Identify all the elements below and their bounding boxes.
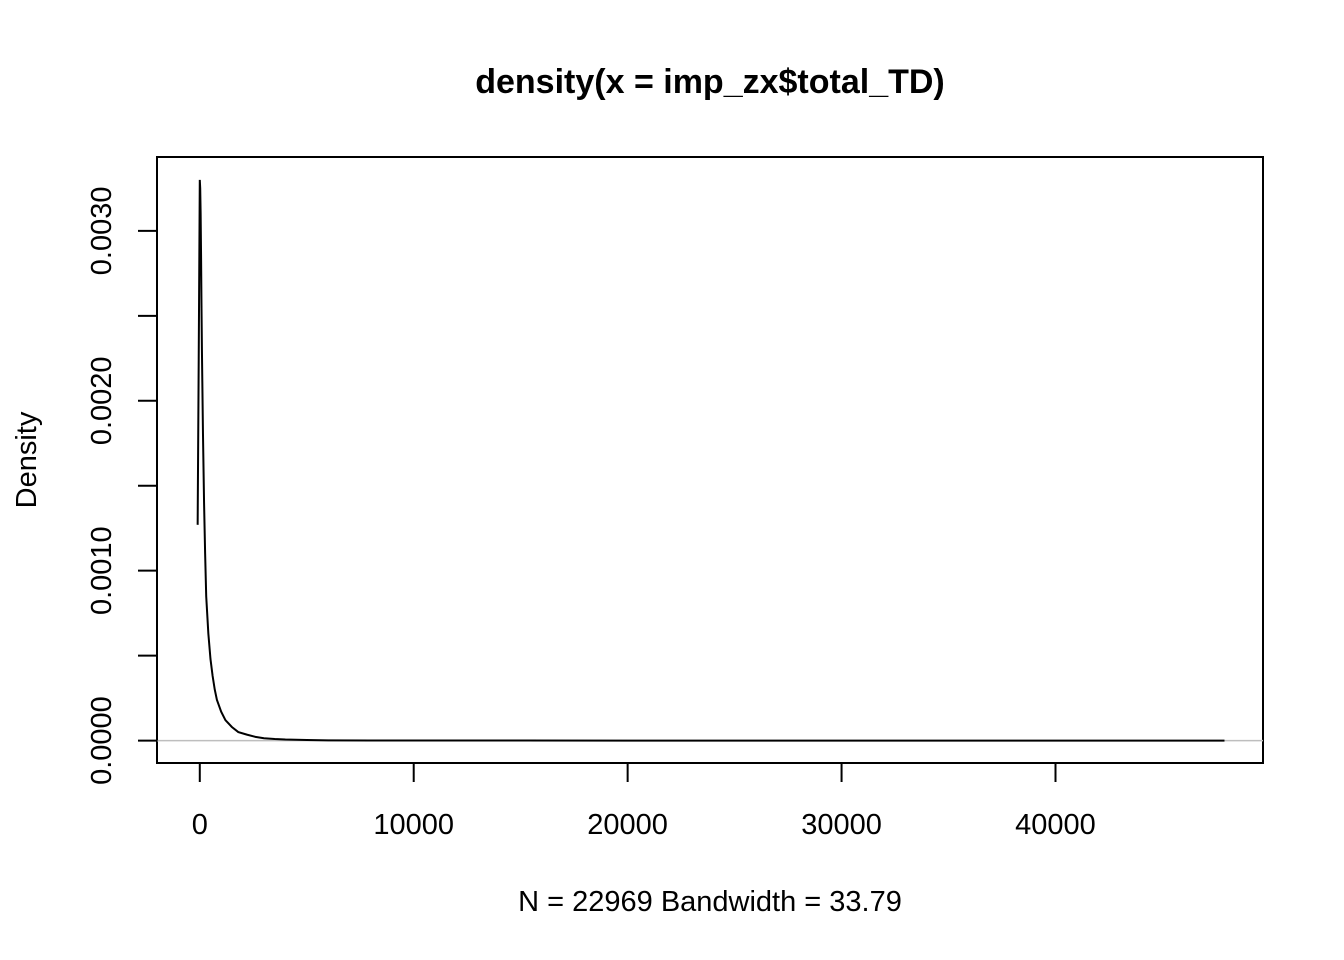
x-tick-label: 10000 bbox=[373, 809, 454, 841]
y-tick-label: 0.0000 bbox=[86, 696, 118, 785]
y-axis-label: Density bbox=[11, 411, 43, 508]
y-tick-label: 0.0010 bbox=[86, 526, 118, 615]
x-tick-label: 20000 bbox=[587, 809, 668, 841]
x-tick-label: 30000 bbox=[801, 809, 882, 841]
chart-title: density(x = imp_zx$total_TD) bbox=[475, 63, 945, 101]
y-tick-label: 0.0020 bbox=[86, 356, 118, 445]
y-tick-label: 0.0030 bbox=[86, 187, 118, 276]
x-tick-label: 0 bbox=[192, 809, 208, 841]
x-axis-label: N = 22969 Bandwidth = 33.79 bbox=[518, 886, 902, 918]
plot-frame bbox=[156, 156, 1264, 764]
y-axis: 0.0000 0.0010 0.0020 0.0030 bbox=[86, 187, 158, 785]
x-tick-label: 40000 bbox=[1015, 809, 1096, 841]
x-axis: 0 10000 20000 30000 40000 bbox=[192, 762, 1096, 841]
density-curve bbox=[196, 179, 1225, 742]
